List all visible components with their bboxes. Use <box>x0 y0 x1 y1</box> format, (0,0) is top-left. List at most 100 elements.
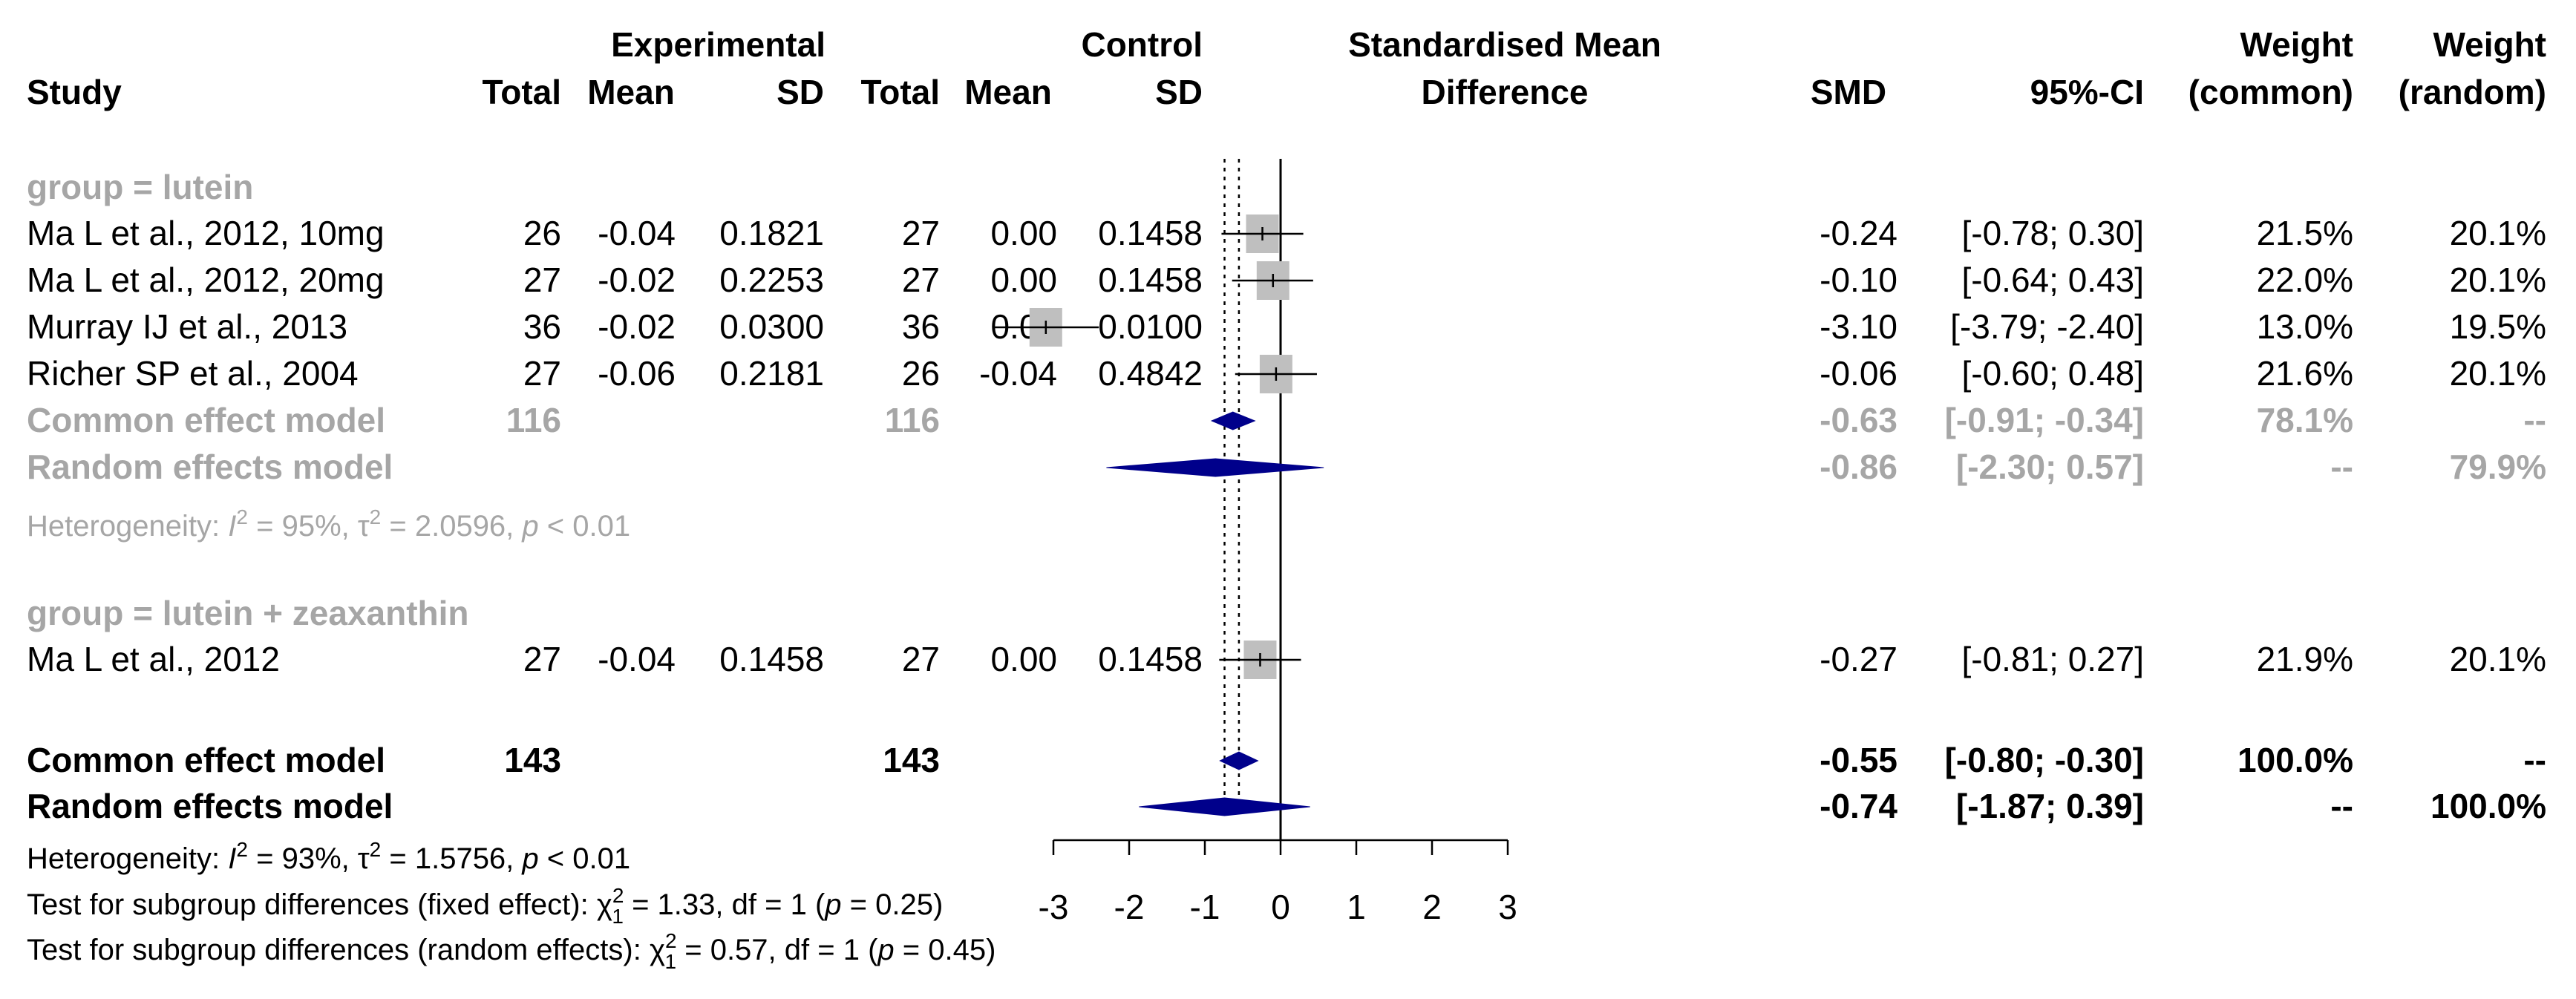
ctl-total: 27 <box>902 640 940 678</box>
header-control: Control <box>1081 25 1203 64</box>
exp-sd: 0.1821 <box>719 214 824 252</box>
weight-common-value: 13.0% <box>2257 307 2353 346</box>
ctl-sd: 0.1458 <box>1098 214 1203 252</box>
overall-common-effect-row-weight-common: 100.0% <box>2237 741 2353 779</box>
header-weight-random: (random) <box>2399 73 2546 111</box>
text-part: τ <box>358 510 370 543</box>
text-part: 2 <box>370 505 382 528</box>
text-part: τ <box>358 842 370 875</box>
weight-random-value: 20.1% <box>2450 354 2546 393</box>
header-ctl-total: Total <box>861 73 940 111</box>
weight-common-value: 21.9% <box>2257 640 2353 678</box>
text-part: = 0.57, df = 1 ( <box>676 934 878 966</box>
exp-mean: -0.02 <box>598 307 676 346</box>
text-part: 2 <box>370 838 382 861</box>
header-weight-common-top: Weight <box>2240 25 2353 64</box>
text-part: 2 <box>612 884 624 907</box>
overall-common-effect-row-ctl-total: 143 <box>883 741 940 779</box>
exp-total: 27 <box>523 354 561 393</box>
group-random-effects-row-ci: [-2.30; 0.57] <box>1956 448 2144 486</box>
ctl-mean: 0.00 <box>990 261 1057 299</box>
overall-common-effect-row-weight-random: -- <box>2523 741 2546 779</box>
weight-random-value: 20.1% <box>2450 214 2546 252</box>
text-part: = 2.0596, <box>381 510 522 543</box>
x-axis-tick-label: 2 <box>1422 888 1442 926</box>
ctl-sd: 0.1458 <box>1098 640 1203 678</box>
header-exp-total: Total <box>483 73 561 111</box>
ci-value: [-0.81; 0.27] <box>1962 640 2145 678</box>
text-part: I <box>228 510 236 543</box>
text-part: < 0.01 <box>539 842 630 875</box>
exp-total: 27 <box>523 640 561 678</box>
weight-random-value: 20.1% <box>2450 640 2546 678</box>
ctl-total: 27 <box>902 214 940 252</box>
header-smd-line1: Standardised Mean <box>1348 25 1661 64</box>
weight-random-value: 20.1% <box>2450 261 2546 299</box>
header-ctl-mean: Mean <box>964 73 1052 111</box>
overall-common-effect-row-label: Common effect model <box>27 741 385 779</box>
group-common-effect-row-exp-total: 116 <box>506 401 561 439</box>
exp-sd: 0.0300 <box>719 307 824 346</box>
study-row: Richer SP et al., 2004 27 -0.06 0.2181 26 -0.… <box>27 354 2546 393</box>
subgroup-test-fixed: Test for subgroup differences (fixed eff… <box>27 884 943 928</box>
header-weight-random-top: Weight <box>2433 25 2546 64</box>
header-exp-sd: SD <box>777 73 824 111</box>
weight-common-value: 22.0% <box>2257 261 2353 299</box>
exp-total: 26 <box>523 214 561 252</box>
group-random-effects-row-diamond <box>1106 458 1324 477</box>
text-part: 1 <box>665 950 677 973</box>
header-smd-line2: Difference <box>1422 73 1589 111</box>
subgroup-test-random: Test for subgroup differences (random ef… <box>27 929 996 973</box>
text-part: = 0.25) <box>842 888 944 921</box>
exp-mean: -0.04 <box>598 640 676 678</box>
ctl-mean: 0.00 <box>990 640 1057 678</box>
smd-value: -0.10 <box>1820 261 1897 299</box>
x-axis-tick-label: -3 <box>1039 888 1069 926</box>
header-smd: SMD <box>1811 73 1886 111</box>
ctl-total: 27 <box>902 261 940 299</box>
study-row: Murray IJ et al., 2013 36 -0.02 0.0300 36 0.0… <box>27 307 2546 347</box>
text-part: Heterogeneity: <box>27 842 228 875</box>
ctl-total: 36 <box>902 307 940 346</box>
ci-value: [-3.79; -2.40] <box>1950 307 2144 346</box>
group-common-effect-row-weight-common: 78.1% <box>2257 401 2353 439</box>
overall-random-effects-row-label: Random effects model <box>27 787 393 825</box>
text-part: = 93%, <box>248 842 358 875</box>
group-random-effects-row-label: Random effects model <box>27 448 393 486</box>
ci-value: [-0.60; 0.48] <box>1962 354 2145 393</box>
text-part: p <box>824 888 841 921</box>
study-row: Ma L et al., 2012, 20mg 27 -0.02 0.2253 27 0.… <box>27 261 2546 300</box>
exp-mean: -0.04 <box>598 214 676 252</box>
smd-value: -3.10 <box>1820 307 1897 346</box>
header-exp-mean: Mean <box>587 73 675 111</box>
overall-random-effects-row-smd: -0.74 <box>1820 787 1897 825</box>
overall-heterogeneity: Heterogeneity: I2 = 93%, τ2 = 1.5756, p … <box>27 838 630 875</box>
overall-random-effects-row-ci: [-1.87; 0.39] <box>1956 787 2144 825</box>
exp-mean: -0.06 <box>598 354 676 393</box>
header-experimental: Experimental <box>611 25 826 64</box>
overall-common-effect-row-exp-total: 143 <box>504 741 561 779</box>
text-part: Test for subgroup differences (random ef… <box>27 934 650 966</box>
text-part: = 1.5756, <box>381 842 522 875</box>
text-part: χ <box>650 934 665 966</box>
text-part: < 0.01 <box>539 510 630 543</box>
ctl-sd: 0.4842 <box>1098 354 1203 393</box>
study-name: Ma L et al., 2012 <box>27 640 280 678</box>
text-part: p <box>877 934 894 966</box>
study-row: Ma L et al., 2012, 10mg 26 -0.04 0.1821 27 0.… <box>27 214 2546 253</box>
group-common-effect-row-label: Common effect model <box>27 401 385 439</box>
study-name: Murray IJ et al., 2013 <box>27 307 347 346</box>
group-random-effects-row-weight-random: 79.9% <box>2450 448 2546 486</box>
group-heterogeneity: Heterogeneity: I2 = 95%, τ2 = 2.0596, p … <box>27 505 630 543</box>
text-part: 2 <box>665 929 677 952</box>
group-common-effect-row-diamond <box>1210 411 1256 430</box>
text-part: Test for subgroup differences (fixed eff… <box>27 888 597 921</box>
study-name: Richer SP et al., 2004 <box>27 354 359 393</box>
group-random-effects-row-smd: -0.86 <box>1820 448 1897 486</box>
smd-value: -0.27 <box>1820 640 1897 678</box>
exp-sd: 0.2253 <box>719 261 824 299</box>
weight-common-value: 21.5% <box>2257 214 2353 252</box>
header-ci: 95%-CI <box>2030 73 2144 111</box>
text-part: = 0.45) <box>895 934 996 966</box>
